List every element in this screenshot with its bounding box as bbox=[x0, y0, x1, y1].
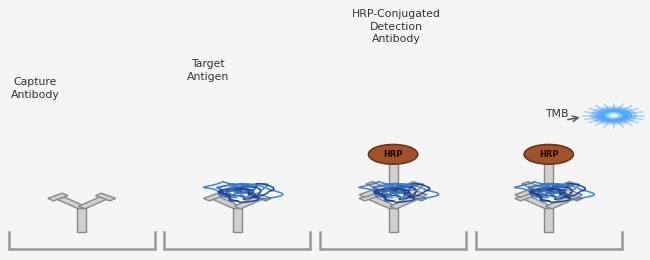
Polygon shape bbox=[366, 181, 396, 194]
Text: HRP: HRP bbox=[384, 150, 403, 159]
Polygon shape bbox=[79, 196, 109, 209]
Circle shape bbox=[599, 110, 629, 121]
Polygon shape bbox=[96, 193, 116, 201]
Polygon shape bbox=[563, 193, 582, 201]
Polygon shape bbox=[359, 193, 380, 201]
Polygon shape bbox=[210, 196, 240, 209]
Polygon shape bbox=[389, 207, 398, 232]
Polygon shape bbox=[234, 196, 265, 209]
Polygon shape bbox=[515, 193, 535, 201]
Circle shape bbox=[369, 145, 418, 164]
Polygon shape bbox=[521, 181, 552, 194]
Polygon shape bbox=[55, 196, 85, 209]
Circle shape bbox=[610, 114, 617, 117]
Polygon shape bbox=[77, 207, 86, 232]
Polygon shape bbox=[544, 207, 553, 232]
Polygon shape bbox=[366, 196, 396, 209]
Polygon shape bbox=[545, 181, 576, 194]
Polygon shape bbox=[515, 190, 535, 197]
Polygon shape bbox=[545, 196, 576, 209]
Circle shape bbox=[609, 114, 619, 118]
Circle shape bbox=[590, 106, 637, 125]
Polygon shape bbox=[390, 181, 421, 194]
Circle shape bbox=[605, 112, 623, 119]
Polygon shape bbox=[233, 207, 242, 232]
Polygon shape bbox=[48, 193, 68, 201]
Text: HRP: HRP bbox=[539, 150, 558, 159]
Polygon shape bbox=[390, 196, 421, 209]
Circle shape bbox=[595, 108, 632, 123]
Text: Capture
Antibody: Capture Antibody bbox=[10, 77, 59, 100]
Polygon shape bbox=[203, 193, 224, 201]
Text: Target
Antigen: Target Antigen bbox=[187, 59, 229, 82]
Text: HRP-Conjugated
Detection
Antibody: HRP-Conjugated Detection Antibody bbox=[352, 9, 441, 44]
Polygon shape bbox=[407, 193, 427, 201]
Polygon shape bbox=[563, 190, 582, 197]
Polygon shape bbox=[521, 196, 552, 209]
Polygon shape bbox=[359, 190, 380, 197]
Text: TMB: TMB bbox=[545, 109, 568, 119]
Polygon shape bbox=[544, 158, 553, 183]
Polygon shape bbox=[252, 193, 271, 201]
Polygon shape bbox=[407, 190, 427, 197]
Circle shape bbox=[524, 145, 573, 164]
Polygon shape bbox=[389, 158, 398, 183]
